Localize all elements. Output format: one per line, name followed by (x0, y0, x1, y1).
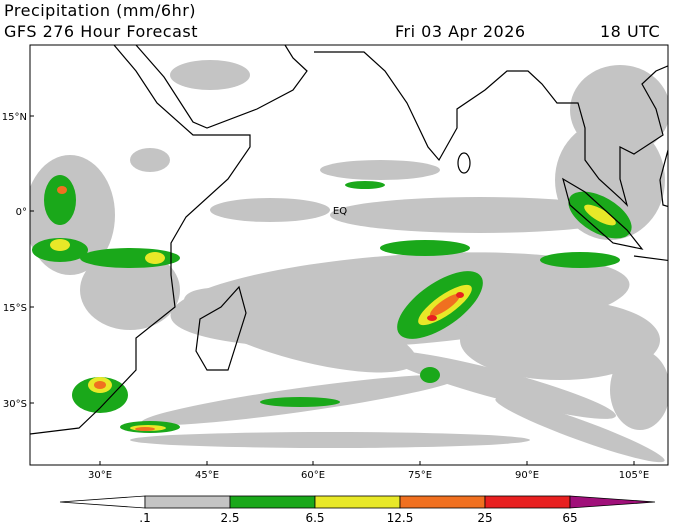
lon-label: 90°E (515, 470, 539, 481)
time: 18 UTC (600, 22, 660, 41)
colorbar-label: .1 (139, 511, 150, 525)
lon-label: 60°E (301, 470, 325, 481)
coastlines (30, 45, 668, 435)
lat-label: 15°S (3, 303, 27, 314)
extreme-precip (427, 292, 464, 321)
colorbar (59, 495, 656, 509)
very-heavy-precip (57, 186, 461, 431)
colorbar-label: 65 (562, 511, 577, 525)
lat-label: 0° (16, 207, 27, 218)
lon-label: 105°E (619, 470, 649, 481)
lat-label: 15°N (2, 112, 27, 123)
map-area (30, 45, 668, 465)
colorbar-label: 25 (477, 511, 492, 525)
colorbar-label: 2.5 (220, 511, 239, 525)
subtitle: GFS 276 Hour Forecast (4, 22, 198, 41)
title: Precipitation (mm/6hr) (4, 1, 196, 20)
lon-label: 45°E (195, 470, 219, 481)
equator-label: EQ (333, 206, 347, 217)
colorbar-label: 6.5 (305, 511, 324, 525)
lat-label: 30°S (3, 399, 27, 410)
lon-label: 30°E (88, 470, 112, 481)
lon-label: 75°E (408, 470, 432, 481)
colorbar-label: 12.5 (387, 511, 414, 525)
map-frame (29, 44, 669, 466)
date: Fri 03 Apr 2026 (395, 22, 526, 41)
